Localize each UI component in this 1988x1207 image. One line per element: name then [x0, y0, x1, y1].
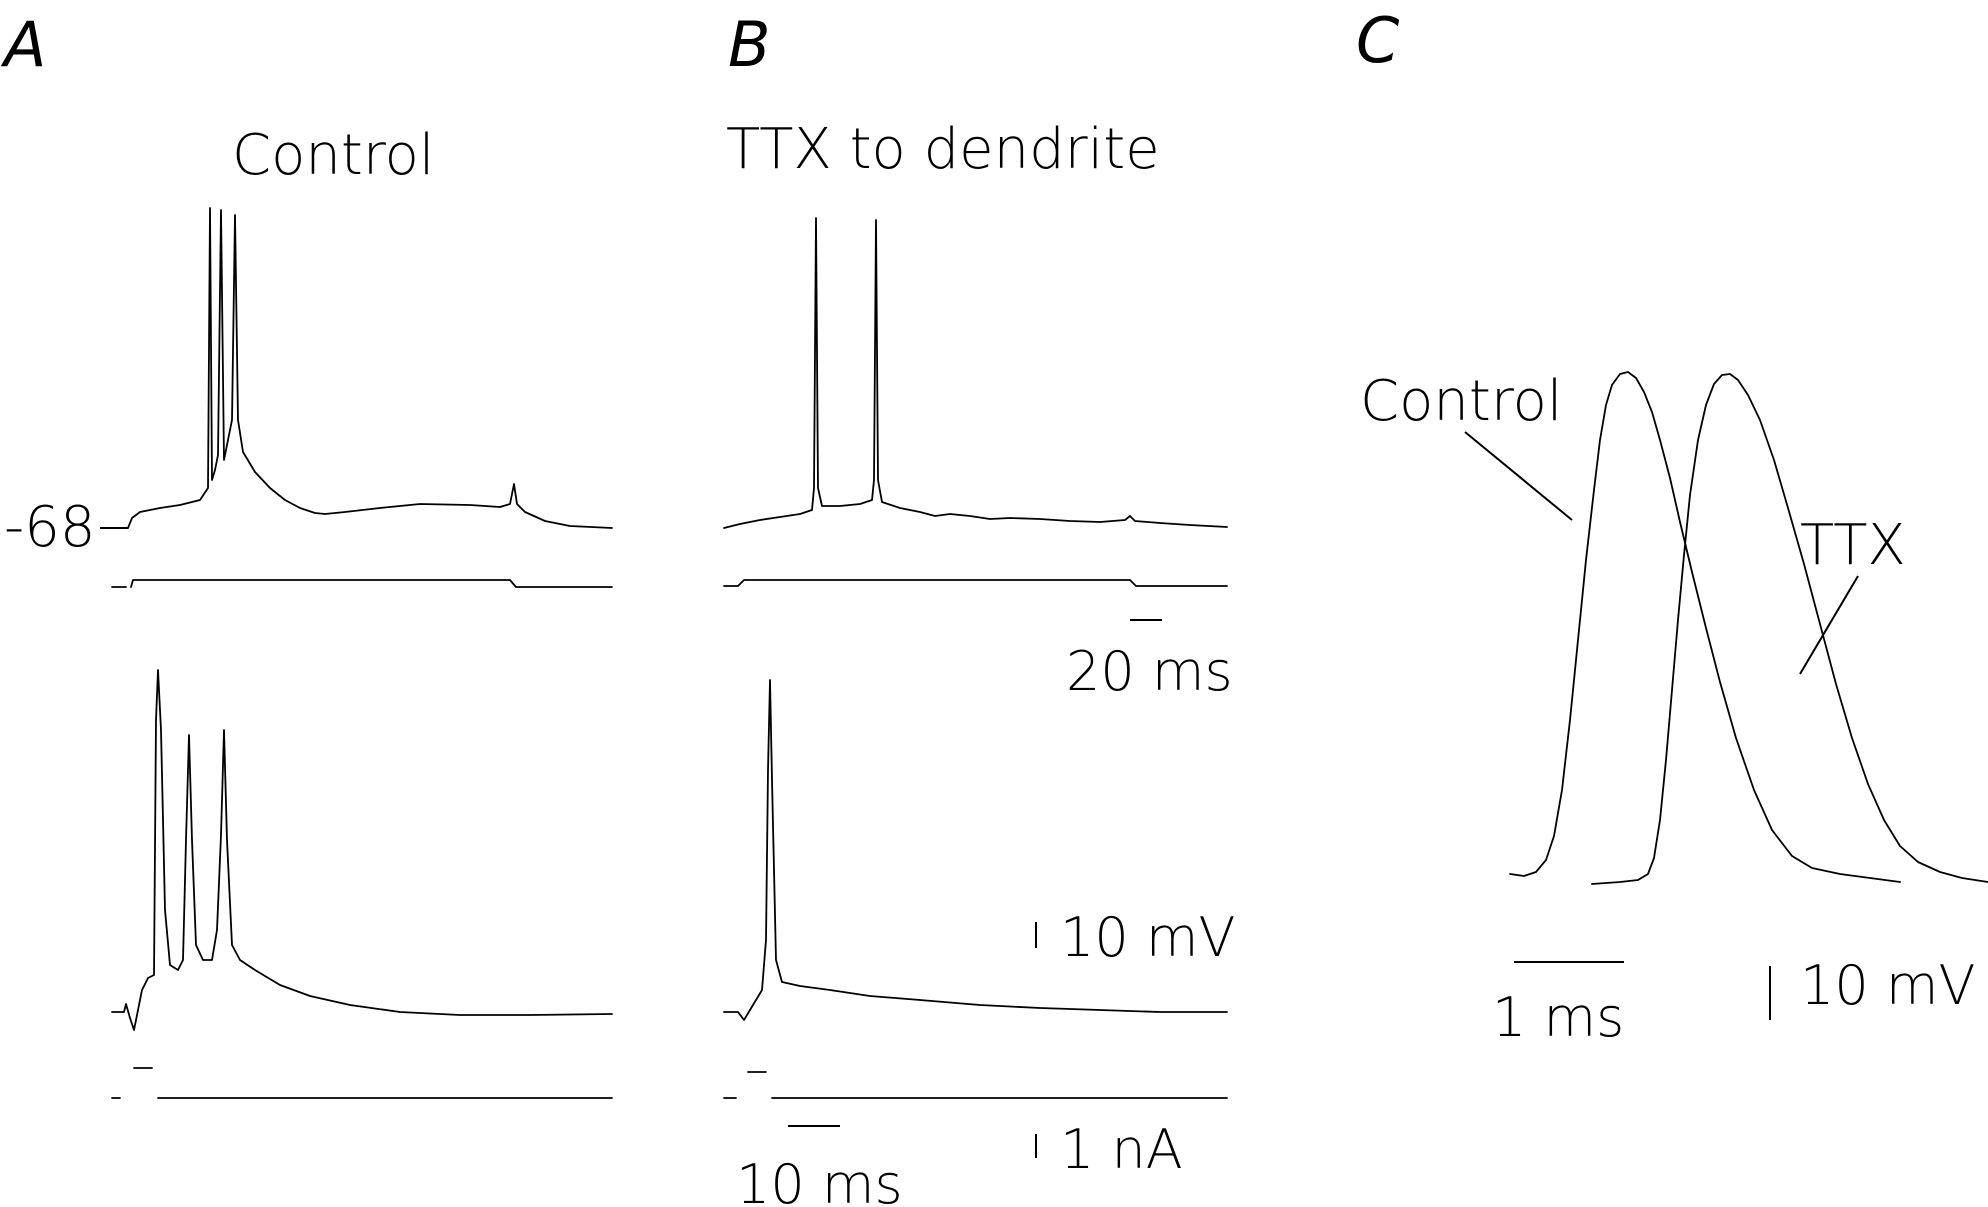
panel-a-bottom-current-trace — [111, 1067, 613, 1099]
bottom-time-scale-label: 10 ms — [736, 1153, 903, 1207]
panel-b-letter: B — [728, 8, 771, 81]
ttx-pointer-line — [1799, 575, 1859, 675]
voltage-scale-label: 10 mV — [1060, 906, 1235, 969]
control-label: Control — [1360, 369, 1562, 434]
panel-a-letter: A — [0, 8, 46, 81]
ttx-action-potential-trace — [1591, 373, 1988, 885]
panel-a-top-current-trace — [111, 579, 613, 588]
panel-b-bottom-voltage-trace — [723, 679, 1228, 1021]
panel-b-title: TTX to dendrite — [726, 117, 1160, 182]
control-action-potential-trace — [1509, 371, 1901, 883]
panel-b-top-current-trace — [723, 579, 1228, 587]
panel-b-bottom-current-trace — [723, 1071, 1228, 1099]
panel-a-title: Control — [232, 123, 434, 188]
c-voltage-scale-label: 10 mV — [1800, 954, 1975, 1017]
control-pointer-line — [1464, 431, 1573, 521]
c-time-scale-label: 1 ms — [1492, 986, 1624, 1049]
panel-a-top-voltage-trace — [127, 207, 613, 529]
panel-b-top-voltage-trace — [723, 217, 1228, 529]
panel-a-bottom-voltage-trace — [111, 669, 613, 1031]
current-scale-label: 1 nA — [1060, 1118, 1183, 1181]
ttx-label: TTX — [1800, 513, 1906, 578]
panel-c-letter: C — [1356, 4, 1400, 77]
top-time-scale-label: 20 ms — [1066, 640, 1233, 703]
resting-potential-label: -68 — [4, 495, 95, 560]
